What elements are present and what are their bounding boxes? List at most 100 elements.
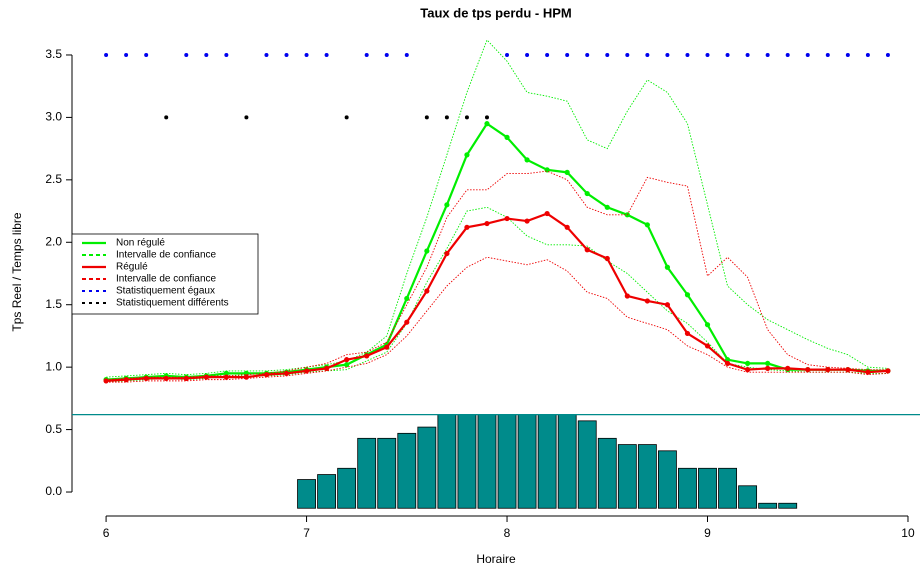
series-point (424, 248, 430, 254)
series-point (303, 368, 310, 374)
test-point (825, 52, 830, 57)
bar (457, 414, 477, 509)
bar (678, 467, 697, 509)
legend-label: Régulé (116, 262, 148, 273)
series-point (243, 374, 250, 380)
y-tick-label: 2.0 (45, 234, 62, 248)
test-point (204, 52, 209, 57)
x-tick-label: 10 (901, 526, 915, 540)
series-point (203, 374, 209, 380)
confidence-line (106, 39, 888, 378)
series-point (785, 365, 791, 371)
bar (297, 479, 316, 509)
x-tick-label: 9 (704, 526, 711, 540)
series-point (704, 322, 711, 328)
test-point (324, 52, 329, 57)
bar (718, 467, 737, 509)
series-point (644, 298, 650, 304)
series-point (504, 215, 510, 222)
bar (477, 414, 497, 509)
test-point (645, 52, 650, 57)
test-point (464, 115, 469, 120)
test-point (765, 52, 770, 57)
bar (417, 426, 437, 509)
test-point (364, 52, 369, 57)
series-point (163, 375, 169, 381)
series-point (424, 288, 430, 294)
series-point (344, 357, 350, 363)
series-point (504, 134, 510, 140)
test-point (444, 115, 449, 120)
bar (517, 414, 537, 509)
bar (637, 444, 657, 509)
test-point (865, 52, 870, 57)
y-tick-label: 1.5 (45, 297, 62, 311)
x-tick-label: 7 (303, 526, 310, 540)
bar (758, 502, 778, 509)
series-point (604, 204, 610, 210)
test-point (484, 115, 489, 120)
test-point (184, 52, 189, 57)
series-point (704, 343, 711, 349)
series-point (223, 370, 229, 376)
test-point (685, 52, 690, 57)
y-tick-label: 3.0 (45, 110, 62, 124)
series-point (143, 375, 149, 381)
test-point (404, 52, 409, 57)
bar (357, 437, 377, 509)
series-point (745, 367, 751, 373)
test-point (745, 52, 750, 57)
series-point (384, 344, 390, 350)
series-point (604, 255, 610, 262)
series-point (544, 210, 550, 217)
series-line (106, 212, 889, 382)
x-axis-label: Horaire (476, 552, 516, 566)
test-point (885, 52, 890, 57)
bar (437, 414, 457, 509)
bar (317, 474, 337, 509)
series-line (106, 122, 888, 381)
legend-label: Intervalle de confiance (116, 274, 217, 285)
series-point (464, 152, 470, 158)
series-point (444, 250, 450, 257)
series-point (865, 369, 871, 375)
series-point (885, 368, 891, 374)
series-point (745, 360, 751, 367)
test-point (424, 115, 429, 120)
bar (577, 420, 597, 509)
test-point (144, 52, 149, 57)
series-point (404, 319, 410, 325)
bar (738, 485, 758, 509)
series-point (484, 220, 490, 227)
series-point (664, 264, 671, 270)
test-point (104, 52, 109, 57)
series-point (484, 121, 490, 127)
test-point (244, 115, 249, 120)
series-point (664, 302, 671, 308)
test-point (665, 52, 670, 57)
test-point (585, 52, 590, 57)
series-point (584, 247, 590, 253)
test-point (304, 52, 309, 57)
series-point (223, 374, 229, 380)
plot (103, 39, 891, 509)
bar (397, 432, 417, 509)
bar (557, 414, 577, 509)
series-point (584, 190, 590, 197)
test-point (705, 52, 710, 57)
test-point (284, 52, 289, 57)
test-point (625, 52, 630, 57)
series-point (183, 375, 189, 381)
bar (597, 437, 617, 509)
test-point (224, 52, 229, 57)
series-point (524, 157, 530, 163)
series-point (324, 365, 330, 371)
legend-label: Statistiquement différents (116, 298, 229, 309)
legend-label: Intervalle de confiance (116, 250, 217, 261)
series-point (283, 370, 290, 376)
bar (698, 467, 717, 509)
series-point (464, 224, 470, 230)
bar (617, 444, 637, 509)
series-point (364, 353, 370, 359)
